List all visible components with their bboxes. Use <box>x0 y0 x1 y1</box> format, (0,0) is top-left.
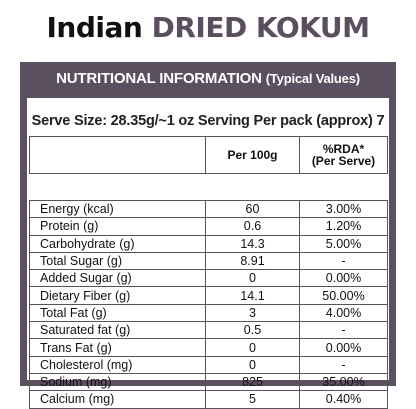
per-100g-value: 0 <box>205 355 300 374</box>
nutrient-name: Total Fat (g) <box>29 303 206 323</box>
product-title: Indian DRIED KOKUM <box>0 8 416 48</box>
rda-value: - <box>299 355 388 374</box>
rda-value: - <box>299 321 388 340</box>
nutrition-title-main: NUTRITIONAL INFORMATION <box>56 70 262 87</box>
nutrient-name: Sodium (mg) <box>29 372 206 392</box>
nutrient-name: Dietary Fiber (g) <box>29 286 206 305</box>
nutrient-name: Protein (g) <box>29 217 206 236</box>
table-row: Saturated fat (g) 0.5- <box>29 321 388 340</box>
rda-value: 0.00% <box>299 269 388 288</box>
per-100g-value: 0 <box>205 269 300 288</box>
nutrient-name: Added Sugar (g) <box>29 269 206 288</box>
nutrient-name: Energy (kcal) <box>29 199 206 219</box>
rda-value: 0.40% <box>299 390 388 409</box>
nutrition-title-sub: (Typical Values) <box>265 71 360 86</box>
nutrition-panel: NUTRITIONAL INFORMATION (Typical Values)… <box>20 62 396 409</box>
table-row: Dietary Fiber (g) 14.1 50.00% <box>29 286 388 305</box>
rda-value: 35.00% <box>299 372 388 392</box>
header-rda-label: %RDA* <box>322 142 365 156</box>
table-row: Calcium (mg) 5 0.40% <box>29 390 388 409</box>
table-row: Protein (g) 0.6 1.20% <box>29 217 388 236</box>
rda-value: 5.00% <box>299 234 388 253</box>
nutrient-name: Total Sugar (g) <box>29 251 206 271</box>
nutrient-name: Trans Fat (g) <box>29 338 206 357</box>
nutrition-table-header: Per 100g %RDA* (Per Serve) <box>29 136 388 174</box>
table-row: Total Sugar (g) 8.91- <box>29 251 388 271</box>
table-row: Energy (kcal) 60 3.00% <box>29 199 388 219</box>
nutrient-name: Calcium (mg) <box>29 390 206 409</box>
rda-value: 3.00% <box>299 199 388 219</box>
table-row: Total Fat (g) 3 4.00% <box>29 303 388 323</box>
nutrition-table-box: Per 100g %RDA* (Per Serve) Energy (kcal)… <box>27 136 389 409</box>
per-100g-value: 0 <box>205 338 300 357</box>
per-100g-value: 0.6 <box>205 217 300 236</box>
nutrient-name: Carbohydrate (g) <box>29 234 206 253</box>
per-100g-value: 60 <box>205 199 300 219</box>
per-100g-value: 14.1 <box>205 286 300 305</box>
table-row: Added Sugar (g) 0 0.00% <box>29 269 388 288</box>
per-100g-value: 14.3 <box>205 234 300 253</box>
table-header-row: Per 100g %RDA* (Per Serve) <box>29 136 388 174</box>
header-nutrient <box>29 136 206 174</box>
per-100g-value: 5 <box>205 390 300 409</box>
nutrient-name: Cholesterol (mg) <box>29 355 206 374</box>
table-row: Sodium (mg) 825 35.00% <box>29 372 388 392</box>
table-row: Carbohydrate (g) 14.3 5.00% <box>29 234 388 253</box>
rda-value: 4.00% <box>299 303 388 323</box>
header-rda-per-serve: (Per Serve) <box>311 154 376 168</box>
rda-value: 0.00% <box>299 338 388 357</box>
rda-value: - <box>299 251 388 271</box>
nutrient-name: Saturated fat (g) <box>29 321 206 340</box>
rda-value: 1.20% <box>299 217 388 236</box>
rda-value: 50.00% <box>299 286 388 305</box>
nutrition-panel-title: NUTRITIONAL INFORMATION (Typical Values) <box>20 66 396 92</box>
table-row: Cholesterol (mg) 0- <box>29 355 388 374</box>
per-100g-value: 0.5 <box>205 321 300 340</box>
header-rda: %RDA* (Per Serve) <box>299 136 388 174</box>
per-100g-value: 8.91 <box>205 251 300 271</box>
product-title-word-indian: Indian <box>46 11 143 44</box>
product-title-word-dried-kokum: DRIED KOKUM <box>151 11 370 44</box>
per-100g-value: 825 <box>205 372 300 392</box>
header-per-100g: Per 100g <box>205 136 300 174</box>
table-row: Trans Fat (g) 0 0.00% <box>29 338 388 357</box>
serve-size-text: Serve Size: 28.35g/~1 oz Serving Per pac… <box>31 113 385 129</box>
per-100g-value: 3 <box>205 303 300 323</box>
nutrition-table: Energy (kcal) 60 3.00% Protein (g) 0.6 1.20% C… <box>29 199 388 409</box>
